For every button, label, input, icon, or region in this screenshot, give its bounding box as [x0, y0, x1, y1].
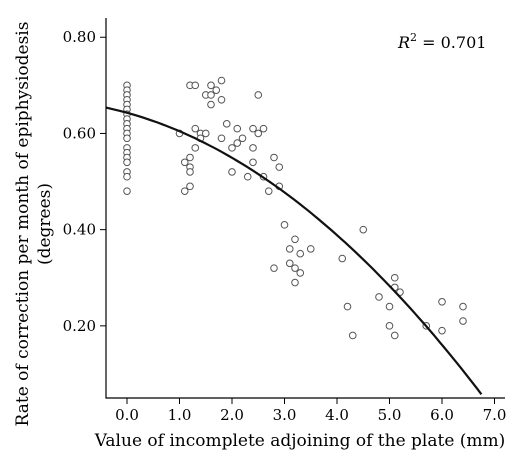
data-point — [201, 129, 210, 138]
data-point — [217, 95, 226, 104]
data-point — [270, 264, 278, 272]
data-point — [212, 86, 221, 94]
data-point — [123, 172, 131, 181]
data-point — [385, 322, 394, 330]
fit-curve — [105, 106, 483, 395]
data-point — [233, 139, 242, 147]
data-point — [291, 235, 299, 244]
data-point — [186, 182, 194, 191]
data-points — [123, 76, 467, 340]
r-squared-symbol: R — [397, 33, 410, 52]
data-point — [249, 144, 257, 152]
y-tick-label: 0.80 — [63, 28, 96, 46]
x-tick-label: 7.0 — [483, 406, 507, 424]
y-tick-label: 0.20 — [63, 317, 96, 335]
y-axis-label: Rate of correction per month of epiphysi… — [13, 22, 33, 427]
data-point — [359, 225, 368, 234]
data-point — [228, 168, 236, 176]
data-point — [459, 317, 467, 325]
data-point — [238, 134, 247, 143]
data-point — [285, 245, 294, 253]
data-point — [217, 134, 226, 143]
r-squared-exponent: 2 — [410, 31, 417, 44]
x-tick-label: 6.0 — [430, 406, 454, 424]
data-point — [291, 278, 299, 287]
data-point — [249, 158, 257, 167]
y-axis-unit-group: (degrees) — [35, 183, 55, 265]
data-point — [385, 302, 394, 311]
data-point — [191, 144, 200, 152]
y-axis-unit: (degrees) — [35, 183, 55, 265]
r-squared-value: = 0.701 — [417, 33, 486, 52]
data-point — [233, 124, 242, 133]
data-point — [264, 187, 273, 195]
data-point — [291, 264, 299, 272]
data-point — [438, 326, 446, 335]
data-point — [123, 134, 131, 143]
data-point — [343, 302, 352, 311]
data-point — [186, 168, 194, 176]
data-point — [275, 163, 284, 171]
data-point — [390, 331, 399, 340]
data-point — [296, 269, 305, 277]
data-point — [186, 153, 194, 162]
axis-ticks: 0.20 0.40 0.60 0.80 0.0 1.0 2.0 3.0 4.0 5.0 6.0 7.0 — [63, 28, 507, 424]
data-point — [375, 293, 383, 301]
data-point — [249, 124, 257, 133]
data-point — [207, 100, 215, 109]
x-axis-label: Value of incomplete adjoining of the pla… — [94, 431, 506, 451]
data-point — [280, 221, 289, 229]
data-point — [207, 81, 215, 90]
y-axis-label-group: Rate of correction per month of epiphysi… — [13, 22, 33, 427]
x-tick-label: 1.0 — [168, 406, 192, 424]
x-tick-label: 4.0 — [325, 406, 349, 424]
y-tick-label: 0.60 — [63, 124, 96, 142]
r-squared-annotation: R2 = 0.701 — [397, 31, 486, 52]
axis-frame — [105, 18, 505, 399]
data-point — [180, 158, 189, 167]
data-point — [338, 254, 347, 263]
data-point — [191, 124, 200, 133]
data-point — [207, 91, 215, 99]
data-point — [296, 249, 305, 258]
x-tick-label: 2.0 — [220, 406, 244, 424]
x-tick-label: 5.0 — [378, 406, 402, 424]
data-point — [285, 259, 294, 268]
data-point — [254, 129, 263, 138]
data-point — [123, 187, 131, 195]
data-point — [254, 91, 263, 99]
data-point — [217, 76, 226, 85]
data-point — [243, 172, 252, 181]
data-point — [270, 153, 278, 162]
data-point — [180, 187, 189, 195]
data-point — [459, 302, 467, 311]
x-tick-label: 0.0 — [115, 406, 139, 424]
data-point — [222, 120, 231, 128]
x-tick-label: 3.0 — [273, 406, 297, 424]
data-point — [123, 158, 131, 167]
data-point — [438, 297, 446, 306]
data-point — [228, 144, 236, 152]
data-point — [259, 124, 268, 133]
data-point — [191, 81, 200, 90]
data-point — [390, 273, 399, 282]
data-point — [348, 331, 357, 340]
y-tick-label: 0.40 — [63, 221, 96, 239]
data-point — [306, 245, 315, 253]
